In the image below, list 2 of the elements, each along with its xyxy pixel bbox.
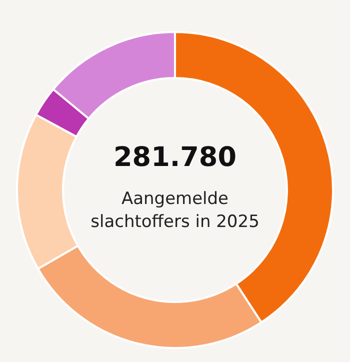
text: Aangemelde slachtoffers in 2025 <box>90 189 260 232</box>
text: 281.780 <box>114 142 236 173</box>
